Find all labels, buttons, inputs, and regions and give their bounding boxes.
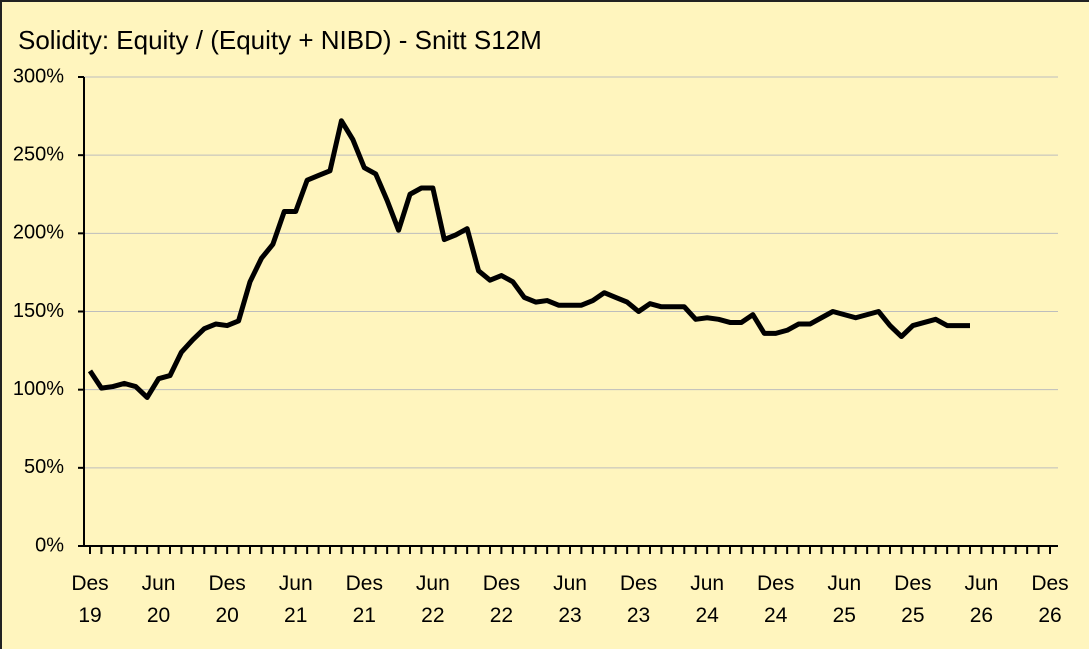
y-tick-label: 50%	[24, 456, 64, 478]
x-tick-label: Jun 23	[553, 572, 587, 627]
y-tick-label: 150%	[13, 300, 64, 322]
x-tick-label: Jun 24	[690, 572, 725, 627]
x-tick-label: Des 22	[482, 572, 521, 627]
x-tick-label: Jun 21	[278, 572, 313, 627]
x-tick-label: Jun 26	[964, 572, 999, 627]
y-tick-label: 250%	[13, 143, 64, 165]
y-tick-label: 200%	[13, 222, 64, 244]
y-tick-label: 0%	[35, 534, 64, 556]
x-tick-label: Des 23	[619, 572, 658, 627]
x-tick-label: Des 24	[757, 572, 795, 627]
x-tick-label: Jun 20	[141, 572, 176, 627]
x-tick-label: Jun 22	[415, 572, 450, 627]
x-tick-label: Des 20	[208, 572, 246, 627]
x-tick-label: Des 26	[1031, 572, 1069, 627]
chart-title: Solidity: Equity / (Equity + NIBD) - Sni…	[18, 25, 542, 55]
x-tick-label: Des 25	[894, 572, 932, 627]
y-tick-label: 100%	[13, 378, 64, 400]
x-tick-label: Des 19	[71, 572, 109, 627]
x-tick-label: Des 21	[345, 572, 383, 627]
data-line	[87, 118, 970, 400]
y-tick-label: 300%	[13, 65, 64, 87]
x-tick-label: Jun 25	[827, 572, 862, 627]
